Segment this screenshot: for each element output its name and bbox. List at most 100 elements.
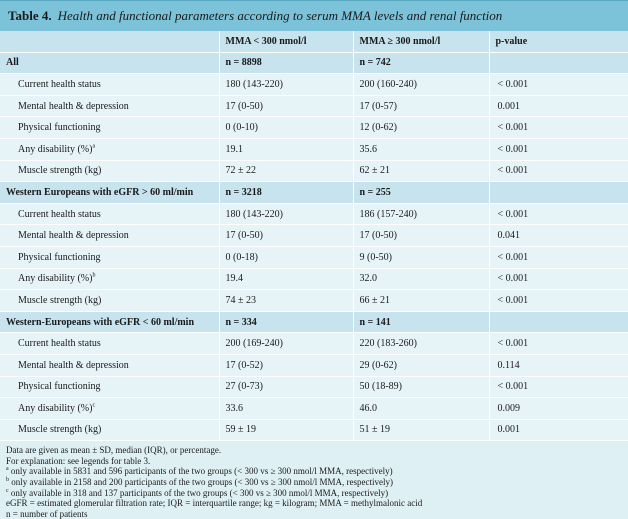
row-label-text: Physical functioning [18,251,101,263]
value-high-mma: 51 ± 19 [353,419,490,442]
footnote-text: For explanation: see legends for table 3… [6,455,151,466]
footnote-line: eGFR = estimated glomerular filtration r… [6,498,622,509]
value-high-mma: 32.0 [353,268,490,291]
row-label-text: Mental health & depression [18,100,129,112]
p-value: < 0.001 [489,160,628,183]
group-name: Western Europeans with eGFR > 60 ml/min [0,181,220,204]
value-high-mma: 17 (0-57) [353,95,490,118]
table-footnotes: Data are given as mean ± SD, median (IQR… [0,441,628,519]
row-label-text: Any disability (%) [18,273,93,285]
p-value: < 0.001 [489,203,628,226]
row-label: Mental health & depression [0,95,220,118]
p-value: 0.001 [489,95,628,118]
row-label-text: Any disability (%) [18,402,93,414]
footnote-line: For explanation: see legends for table 3… [6,456,622,467]
footnote-text: n = number of patients [6,508,88,519]
value-high-mma: 200 (160-240) [353,73,490,96]
group-row: Western Europeans with eGFR > 60 ml/min n… [0,181,628,204]
table-row: Any disability (%)b 19.4 32.0 < 0.001 [0,268,628,291]
group-n-high: n = 141 [353,311,490,334]
footnote-line: Data are given as mean ± SD, median (IQR… [6,445,622,456]
footnote-marker: b [6,477,9,484]
footnote-line: a only available in 5831 and 596 partici… [6,466,622,477]
value-low-mma: 72 ± 22 [219,160,354,183]
value-high-mma: 50 (18-89) [353,376,490,399]
group-n-low: n = 334 [219,311,354,334]
header-cell: MMA < 300 nmol/l [219,31,354,53]
footnote-marker: c [92,402,96,409]
row-label-text: Muscle strength (kg) [18,165,102,177]
table-row: Physical functioning 27 (0-73) 50 (18-89) <… [0,376,628,399]
row-label: Any disability (%)a [0,138,220,161]
group-n-high: n = 742 [353,52,490,75]
header-cell: p-value [489,31,628,53]
table-caption: Table 4. Health and functional parameter… [0,0,628,31]
row-label: Current health status [0,203,220,226]
row-label-text: Current health status [18,338,101,350]
p-value: 0.114 [489,354,628,377]
table-row: Any disability (%)a 19.1 35.6 < 0.001 [0,138,628,161]
row-label: Mental health & depression [0,354,220,377]
group-p-empty [489,311,628,334]
p-value: < 0.001 [489,246,628,269]
value-high-mma: 46.0 [353,397,490,420]
footnote-line: c only available in 318 and 137 particip… [6,488,622,499]
row-label: Current health status [0,73,220,96]
value-low-mma: 19.4 [219,268,354,291]
value-high-mma: 62 ± 21 [353,160,490,183]
row-label: Muscle strength (kg) [0,160,220,183]
table-label: Table 4. [8,8,52,23]
p-value: 0.041 [489,224,628,247]
table-row: Muscle strength (kg) 74 ± 23 66 ± 21 < 0.00… [0,289,628,312]
row-label-text: Muscle strength (kg) [18,294,102,306]
footnote-text: only available in 318 and 137 participan… [8,487,389,498]
table-title: Health and functional parameters accordi… [57,8,503,23]
table-row: Muscle strength (kg) 59 ± 19 51 ± 19 0.001 [0,419,628,442]
value-high-mma: 12 (0-62) [353,116,490,139]
value-low-mma: 59 ± 19 [219,419,354,442]
value-high-mma: 29 (0-62) [353,354,490,377]
value-low-mma: 17 (0-52) [219,354,354,377]
row-label: Physical functioning [0,116,220,139]
value-high-mma: 35.6 [353,138,490,161]
p-value: 0.009 [489,397,628,420]
group-row: Western-Europeans with eGFR < 60 ml/min n… [0,311,628,334]
group-n-low: n = 8898 [219,52,354,75]
value-low-mma: 0 (0-18) [219,246,354,269]
value-low-mma: 27 (0-73) [219,376,354,399]
p-value: < 0.001 [489,332,628,355]
table-row: Current health status 180 (143-220) 186 (1… [0,203,628,226]
row-label: Any disability (%)c [0,397,220,420]
row-label-text: Mental health & depression [18,359,129,371]
data-table: MMA < 300 nmol/l MMA ≥ 300 nmol/l p-valu… [0,31,628,442]
value-high-mma: 186 (157-240) [353,203,490,226]
table-row: Physical functioning 0 (0-18) 9 (0-50) < 0.… [0,246,628,269]
footnote-marker: a [6,466,9,473]
p-value: < 0.001 [489,73,628,96]
footnote-text: eGFR = estimated glomerular filtration r… [6,498,423,509]
p-value: < 0.001 [489,138,628,161]
row-label-text: Mental health & depression [18,230,129,242]
row-label-text: Physical functioning [18,381,101,393]
p-value: < 0.001 [489,289,628,312]
value-low-mma: 17 (0-50) [219,224,354,247]
table-row: Physical functioning 0 (0-10) 12 (0-62) < 0… [0,116,628,139]
table-row: Muscle strength (kg) 72 ± 22 62 ± 21 < 0.00… [0,160,628,183]
row-label-text: Current health status [18,78,101,90]
value-high-mma: 9 (0-50) [353,246,490,269]
group-p-empty [489,52,628,75]
group-n-high: n = 255 [353,181,490,204]
group-row: All n = 8898 n = 742 [0,52,628,75]
p-value: < 0.001 [489,376,628,399]
group-name: All [0,52,220,75]
group-n-low: n = 3218 [219,181,354,204]
table-row: Mental health & depression 17 (0-50) 17 (0… [0,95,628,118]
row-label: Current health status [0,332,220,355]
footnote-text: Data are given as mean ± SD, median (IQR… [6,445,222,456]
row-label-text: Muscle strength (kg) [18,424,102,436]
value-high-mma: 66 ± 21 [353,289,490,312]
p-value: 0.001 [489,419,628,442]
header-cell: MMA ≥ 300 nmol/l [353,31,490,53]
value-low-mma: 33.6 [219,397,354,420]
table-row: Current health status 200 (169-240) 220 (1… [0,332,628,355]
